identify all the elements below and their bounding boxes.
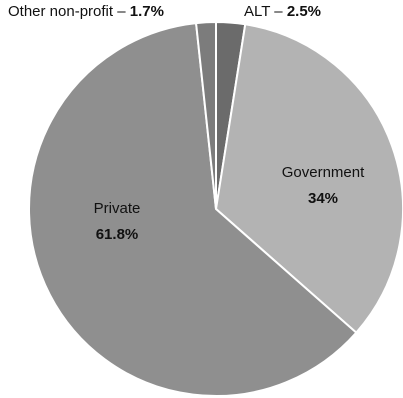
pie-slice-government — [214, 23, 403, 335]
label-government-value: 34% — [308, 190, 338, 207]
label-other-non-profit-value: 1.7% — [130, 3, 164, 20]
label-government-name: Government — [282, 164, 365, 181]
label-alt-value: 2.5% — [287, 3, 321, 20]
label-private-value: 61.8% — [96, 226, 139, 243]
pie-slices — [28, 20, 403, 398]
pie-slice-other-non-profit — [194, 20, 217, 210]
label-alt-sep: – — [270, 3, 287, 20]
label-other-non-profit-name: Other non-profit — [8, 3, 114, 20]
label-private-name: Private — [94, 200, 141, 217]
label-alt-name: ALT — [244, 3, 270, 20]
pie-slice-private — [28, 21, 358, 398]
label-other-non-profit-sep: – — [113, 3, 130, 20]
label-alt: ALT – 2.5% — [244, 3, 321, 20]
label-other-non-profit: Other non-profit – 1.7% — [8, 3, 164, 20]
